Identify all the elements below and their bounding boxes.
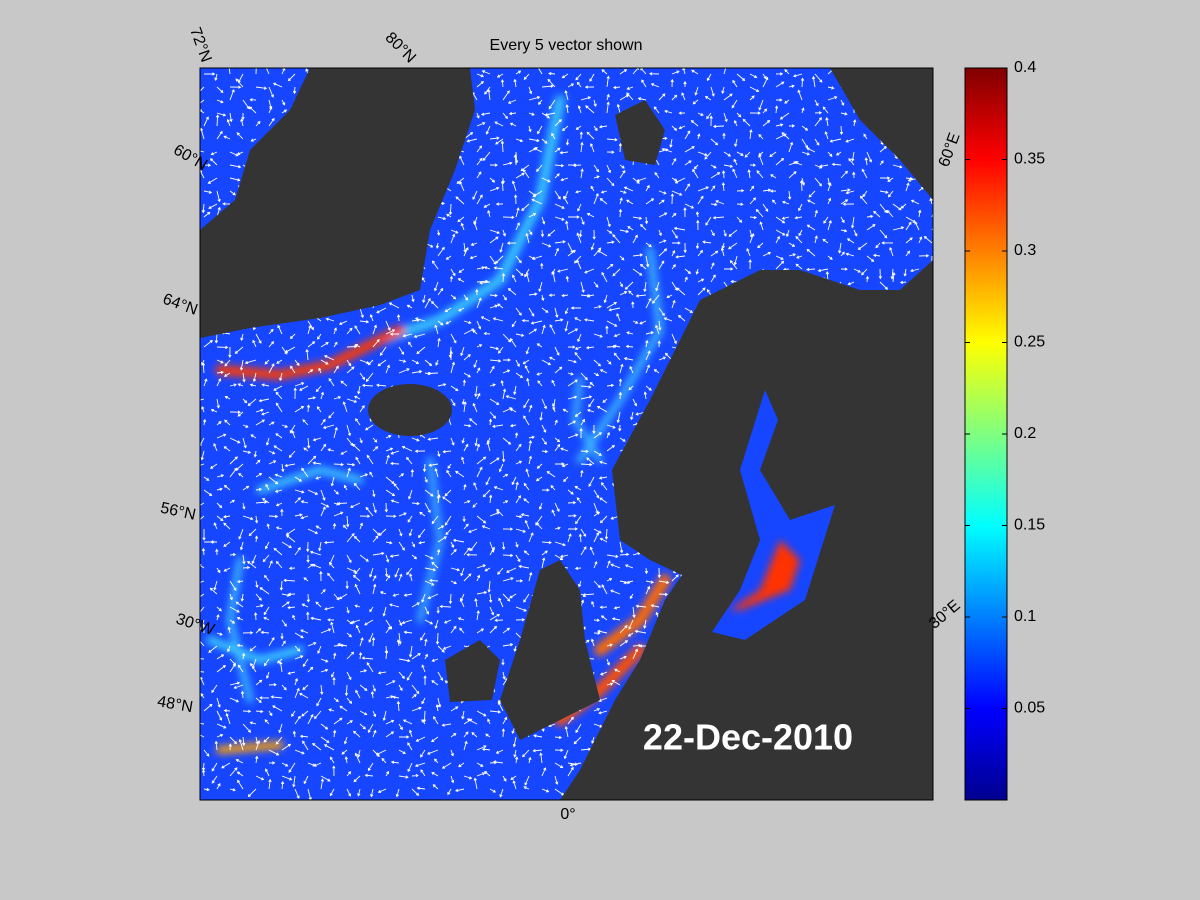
svalbard: [615, 100, 665, 165]
ireland: [445, 640, 500, 702]
colorbar-tick-label: 0.35: [1014, 151, 1045, 168]
greenland: [200, 68, 475, 338]
colorbar: [964, 67, 1008, 801]
europe: [560, 220, 933, 800]
graticule-label: 60°E: [936, 131, 964, 170]
baltic-streak: [730, 540, 800, 610]
graticule-label: 72°N: [186, 25, 214, 64]
graticule-label: 64°N: [160, 291, 199, 319]
colorbar-tick-label: 0.05: [1014, 700, 1045, 717]
iceland: [368, 384, 452, 436]
map-frame: [199, 67, 934, 801]
colorbar-tick-label: 0.2: [1014, 425, 1036, 442]
colorbar-tick-label: 0.3: [1014, 242, 1036, 259]
date-label: 22-Dec-2010: [643, 717, 853, 758]
baltic-sea: [712, 390, 835, 640]
graticule-label: 48°N: [156, 693, 194, 716]
graticule-label: 56°N: [159, 500, 198, 524]
colorbar-tick-label: 0.15: [1014, 517, 1045, 534]
map: 22-Dec-2010: [200, 68, 933, 800]
graticule-label: 0°: [560, 806, 575, 823]
graticule-label: 80°N: [382, 29, 419, 66]
russia-north: [830, 68, 933, 200]
colorbar-ticks: 0.05 0.1 0.15 0.2 0.25 0.3 0.35 0.4: [965, 59, 1045, 717]
colorbar-tick-label: 0.1: [1014, 608, 1036, 625]
colorbar-tick-label: 0.25: [1014, 334, 1045, 351]
great-britain: [500, 560, 600, 740]
colorbar-tick-label: 0.4: [1014, 59, 1036, 76]
map-title: Every 5 vector shown: [490, 37, 643, 54]
